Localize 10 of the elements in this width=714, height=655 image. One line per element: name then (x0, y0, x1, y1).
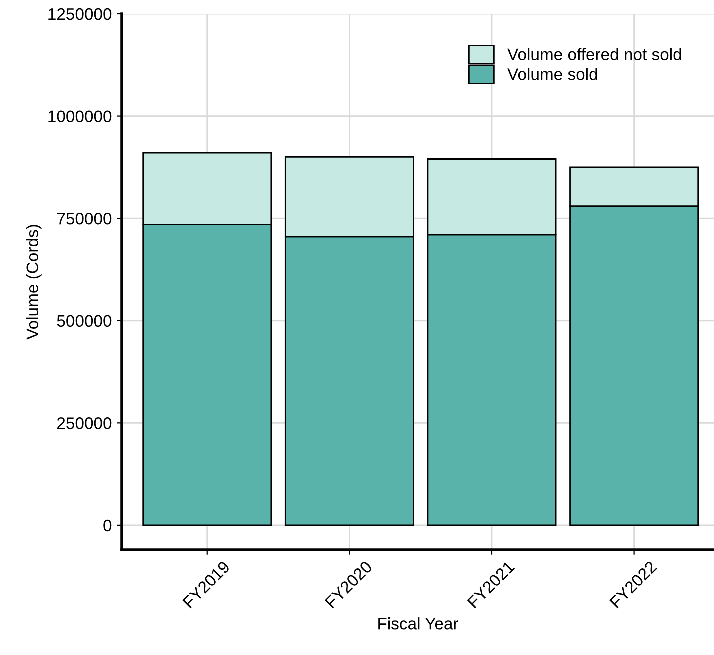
y-tick-label: 750000 (58, 212, 112, 225)
y-tick-label: 1000000 (48, 110, 112, 122)
y-tick-label: 500000 (57, 315, 112, 328)
y-tick-label: 1250000 (48, 8, 112, 20)
y-tick-label: 0 (104, 520, 112, 532)
y-axis-title: Volume (Cords) (26, 225, 42, 340)
y-tick-label: 250000 (58, 418, 112, 430)
legend-label: Volume sold (508, 68, 598, 80)
x-axis-title: Fiscal Year (378, 618, 458, 630)
legend-label: Volume offered not sold (508, 48, 682, 60)
